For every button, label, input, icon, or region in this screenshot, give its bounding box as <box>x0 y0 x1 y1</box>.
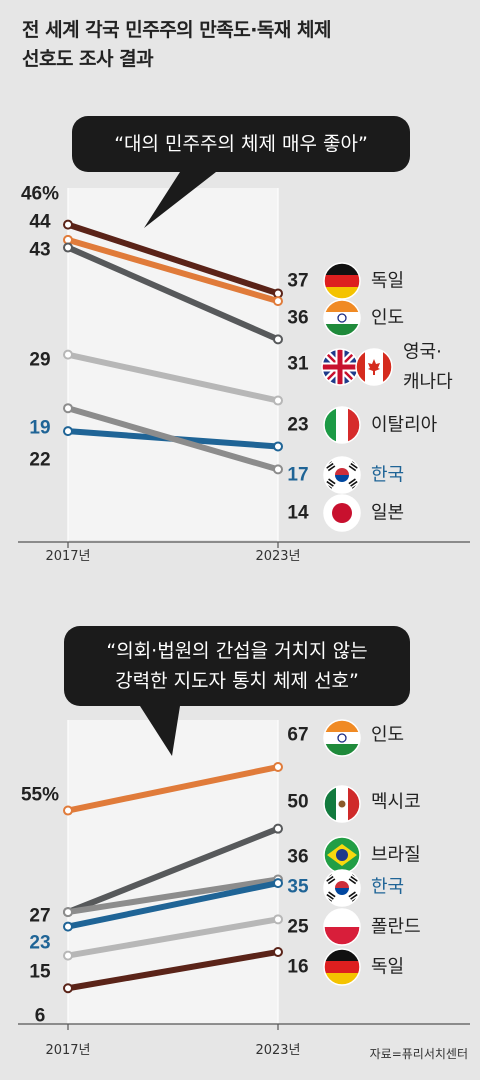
data-label-2017: 55% <box>21 785 59 806</box>
series-line-0 <box>65 764 281 814</box>
chart-title-line-2: 선호도 조사 결과 <box>22 48 154 71</box>
series-point-start-2 <box>63 242 73 253</box>
india-flag-icon <box>323 299 361 337</box>
series-name: 인도 <box>371 308 404 329</box>
series-name: 한국 <box>371 877 404 898</box>
series-name: 이탈리아 <box>371 415 438 436</box>
series-point-end-4 <box>273 441 283 452</box>
series-line-2 <box>65 876 281 916</box>
chart-subtitle: “대의 민주주의 체제 매우 좋아” <box>114 133 368 155</box>
data-label-2023: 31 <box>287 354 309 375</box>
series-line-0 <box>65 221 281 297</box>
series-point-end-2 <box>273 334 283 345</box>
data-label-2017: 23 <box>29 933 50 954</box>
chart-subtitle: “의회·법원의 간섭을 거치지 않는 <box>106 640 367 662</box>
x-tick-label: 2017년 <box>45 549 90 564</box>
series-name: 캐나다 <box>403 372 453 393</box>
data-label-2023: 17 <box>287 465 308 486</box>
series-name: 독일 <box>371 957 404 978</box>
series-point-end-1 <box>273 823 283 834</box>
x-tick-label: 2023년 <box>255 549 300 564</box>
data-label-2017: 46% <box>21 184 59 205</box>
series-point-start-0 <box>63 805 73 816</box>
korea-flag-icon <box>323 456 361 494</box>
series-point-end-5 <box>273 464 283 475</box>
x-tick-label: 2017년 <box>45 1043 90 1058</box>
series-point-start-5 <box>63 983 73 994</box>
data-label-2023: 50 <box>287 792 308 813</box>
series-line-3 <box>65 351 281 404</box>
data-label-2023: 35 <box>287 877 309 898</box>
series-line-1 <box>65 825 281 916</box>
series-line-2 <box>65 244 281 343</box>
data-label-2017: 22 <box>29 450 50 471</box>
mexico-flag-icon <box>323 785 361 823</box>
data-label-2023: 36 <box>287 847 308 868</box>
series-line-3 <box>65 880 281 930</box>
series-line-5 <box>65 405 281 473</box>
brazil-flag-icon <box>323 836 361 874</box>
data-label-2023: 25 <box>287 917 309 938</box>
x-tick-label: 2023년 <box>255 1043 300 1058</box>
chart-title: 전 세계 각국 민주주의 만족도·독재 체제 선호도 조사 결과 <box>22 16 462 75</box>
series-point-start-0 <box>63 219 73 230</box>
series-point-start-3 <box>63 349 73 360</box>
series-name: 인도 <box>371 725 404 746</box>
source-note: 자료=퓨리서치센터 <box>370 1047 468 1061</box>
series-name: 일본 <box>371 503 404 524</box>
series-point-end-0 <box>273 762 283 773</box>
series-line-1 <box>65 236 281 305</box>
series-point-start-4 <box>63 426 73 437</box>
data-label-2017: 27 <box>29 906 50 927</box>
data-label-2023: 23 <box>287 415 308 436</box>
data-label-2023: 16 <box>287 957 308 978</box>
data-label-2017: 15 <box>29 962 51 983</box>
data-label-2017: 29 <box>29 350 50 371</box>
poland-flag-icon <box>323 908 361 946</box>
japan-flag-icon <box>323 494 361 532</box>
series-point-end-3 <box>273 878 283 889</box>
germany-flag-icon <box>323 948 361 986</box>
data-label-2017: 6 <box>35 1006 46 1027</box>
india-flag-icon <box>323 719 361 757</box>
series-name: 폴란드 <box>371 917 421 938</box>
series-point-end-3 <box>273 395 283 406</box>
canada-flag-icon <box>355 348 393 386</box>
data-label-2023: 14 <box>287 503 309 524</box>
series-name: 영국· <box>403 342 442 363</box>
series-line-4 <box>65 916 281 959</box>
series-name: 브라질 <box>371 845 421 866</box>
italy-flag-icon <box>323 406 361 444</box>
data-label-2023: 36 <box>287 308 308 329</box>
series-point-start-5 <box>63 403 73 414</box>
germany-flag-icon <box>323 262 361 300</box>
title-bubble <box>72 116 410 172</box>
data-label-2017: 19 <box>29 418 50 439</box>
series-name: 독일 <box>371 271 404 292</box>
data-label-2017: 43 <box>29 240 50 261</box>
title-bubble <box>64 626 410 706</box>
uk-flag-icon <box>321 348 359 386</box>
series-point-start-3 <box>63 921 73 932</box>
series-point-start-4 <box>63 950 73 961</box>
title-bubble-tail <box>144 172 216 228</box>
chart-subtitle: 강력한 지도자 통치 체제 선호” <box>115 670 359 692</box>
series-point-end-4 <box>273 914 283 925</box>
series-point-end-1 <box>273 296 283 307</box>
series-line-5 <box>65 948 281 992</box>
series-point-start-2 <box>63 907 73 918</box>
chart-title-line-1: 전 세계 각국 민주주의 만족도·독재 체제 <box>22 19 331 41</box>
data-label-2023: 37 <box>287 271 308 292</box>
data-label-2023: 67 <box>287 725 308 746</box>
series-name: 멕시코 <box>371 792 421 813</box>
series-name: 한국 <box>371 465 404 486</box>
title-bubble-tail <box>140 706 180 756</box>
korea-flag-icon <box>323 869 361 907</box>
data-label-2017: 44 <box>29 212 51 233</box>
series-point-end-5 <box>273 946 283 957</box>
